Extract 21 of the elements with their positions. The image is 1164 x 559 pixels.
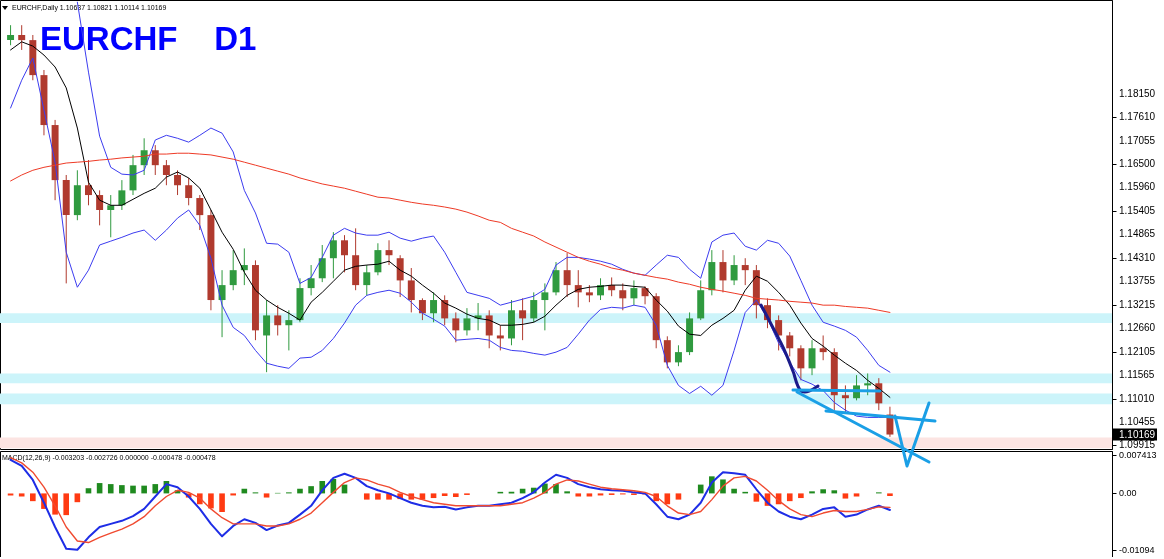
y-tick-label: 1.12660 [1119,322,1156,334]
y-tick-label: 1.09915 [1119,439,1156,451]
y-tick-label: 1.17610 [1119,110,1156,122]
y-tick-label: 1.16500 [1119,158,1156,170]
y-tick-label: 1.11010 [1119,392,1155,404]
y-tick-label: 1.13215 [1119,298,1156,310]
y-tick-label: 1.13755 [1119,275,1156,287]
y-tick-label: 1.15960 [1119,181,1156,193]
y-tick-label: 1.10455 [1119,416,1156,428]
y-tick-label: 1.18150 [1119,87,1156,99]
y-tick-label: 1.17055 [1119,134,1156,146]
y-tick-label: 1.15405 [1119,205,1156,217]
y-tick-label: -0.01094 [1119,544,1155,555]
y-tick-label: 1.11565 [1119,368,1155,380]
text: EURCHF D1 [40,20,257,57]
y-tick-label: 0.007413 [1119,450,1157,461]
text: 1.10169 [1119,428,1156,440]
y-tick-label: 1.14865 [1119,228,1156,240]
y-tick-label: 1.14310 [1119,251,1156,263]
y-tick-label: 1.12105 [1119,345,1156,357]
y-tick-label: 0.00 [1119,488,1137,499]
